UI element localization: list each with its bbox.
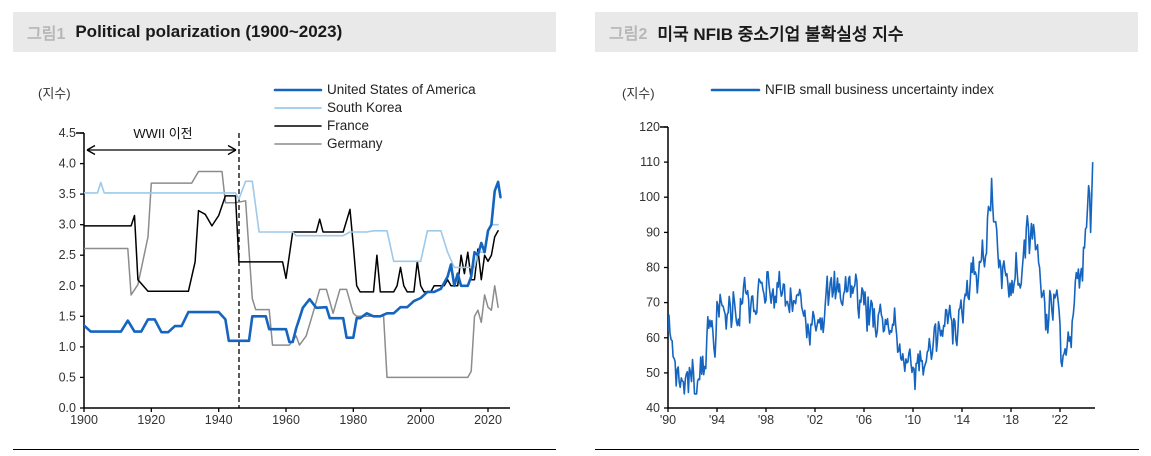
svg-text:'10: '10 (905, 413, 921, 427)
svg-text:2.0: 2.0 (59, 279, 76, 293)
svg-text:4.0: 4.0 (59, 157, 76, 171)
svg-text:'14: '14 (954, 413, 970, 427)
svg-text:2020: 2020 (474, 413, 502, 427)
svg-text:60: 60 (646, 331, 660, 345)
svg-text:'06: '06 (856, 413, 872, 427)
svg-text:Germany: Germany (327, 136, 383, 151)
svg-text:'90: '90 (660, 413, 676, 427)
svg-text:United States of America: United States of America (327, 82, 476, 97)
svg-text:3.0: 3.0 (59, 218, 76, 232)
svg-text:(지수): (지수) (38, 86, 71, 101)
svg-text:110: 110 (640, 155, 660, 169)
svg-text:1900: 1900 (70, 413, 98, 427)
svg-text:'02: '02 (807, 413, 823, 427)
svg-text:1.5: 1.5 (59, 309, 76, 323)
svg-text:80: 80 (646, 261, 660, 275)
svg-text:South Korea: South Korea (327, 100, 403, 115)
svg-text:France: France (327, 118, 369, 133)
svg-text:'98: '98 (758, 413, 774, 427)
svg-text:3.5: 3.5 (59, 187, 76, 201)
svg-text:WWII 이전: WWII 이전 (133, 126, 192, 141)
svg-text:50: 50 (646, 366, 660, 380)
svg-text:'94: '94 (709, 413, 725, 427)
svg-text:1980: 1980 (339, 413, 367, 427)
svg-text:40: 40 (646, 401, 660, 415)
svg-text:1920: 1920 (137, 413, 165, 427)
svg-text:(지수): (지수) (622, 86, 655, 101)
svg-text:'18: '18 (1003, 413, 1019, 427)
svg-text:2.5: 2.5 (59, 248, 76, 262)
svg-text:0.5: 0.5 (59, 370, 76, 384)
svg-text:'22: '22 (1052, 413, 1068, 427)
svg-text:1.0: 1.0 (59, 340, 76, 354)
svg-text:4.5: 4.5 (59, 126, 76, 140)
svg-text:100: 100 (639, 190, 660, 204)
svg-text:1960: 1960 (272, 413, 300, 427)
svg-text:120: 120 (639, 120, 660, 134)
svg-text:90: 90 (646, 225, 660, 239)
svg-text:70: 70 (646, 296, 660, 310)
svg-text:NFIB small business uncertaint: NFIB small business uncertainty index (765, 82, 994, 97)
svg-text:2000: 2000 (407, 413, 435, 427)
svg-text:1940: 1940 (205, 413, 233, 427)
